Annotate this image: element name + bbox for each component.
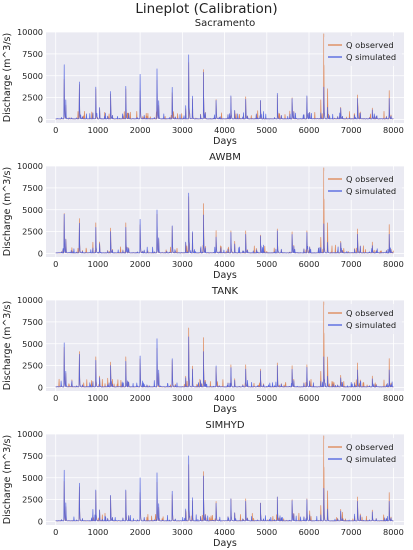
legend: Q observed Q simulated (324, 304, 402, 334)
legend-label: Q observed (346, 40, 394, 50)
x-tick-label: 0 (53, 527, 58, 537)
legend-label: Q observed (346, 308, 394, 318)
y-tick-label: 7500 (22, 49, 43, 59)
legend-label: Q simulated (346, 52, 396, 62)
y-tick-label: 7500 (22, 451, 43, 461)
x-tick-label: 3000 (172, 527, 193, 537)
y-tick-label: 5000 (22, 205, 43, 215)
x-tick-label: 5000 (256, 125, 277, 135)
x-tick-label: 0 (53, 259, 58, 269)
series-line-simulated (55, 455, 394, 522)
legend-label: Q simulated (346, 454, 396, 464)
y-tick-label: 0 (38, 249, 43, 259)
x-tick-label: 5000 (256, 259, 277, 269)
x-tick-label: 2000 (130, 527, 151, 537)
x-tick-label: 2000 (130, 259, 151, 269)
legend-box (324, 36, 402, 66)
x-tick-label: 6000 (299, 125, 320, 135)
x-tick-label: 2000 (130, 393, 151, 403)
x-tick-label: 6000 (299, 259, 320, 269)
legend: Q observed Q simulated (324, 438, 402, 468)
panel-title: SIMHYD (205, 420, 245, 431)
y-axis-label: Discharge (m^3/s) (2, 301, 13, 390)
x-tick-label: 7000 (341, 393, 362, 403)
x-tick-label: 8000 (383, 393, 404, 403)
y-axis-label: Discharge (m^3/s) (2, 167, 13, 256)
series-line-simulated (55, 336, 394, 388)
chart-panel-sacramento: Sacramento 0 2500 5000 7500 10000 0 1000 2000 300… (2, 18, 404, 147)
chart-panel-simhyd: SIMHYD 0 2500 5000 7500 10000 0 1000 2000 3000 400… (2, 420, 404, 549)
x-axis-label: Days (213, 270, 237, 281)
x-tick-label: 3000 (172, 259, 193, 269)
y-axis-label: Discharge (m^3/s) (2, 435, 13, 524)
y-axis-label: Discharge (m^3/s) (2, 33, 13, 122)
legend: Q observed Q simulated (324, 170, 402, 200)
legend-label: Q simulated (346, 320, 396, 330)
y-tick-label: 10000 (17, 429, 43, 439)
y-tick-label: 2500 (22, 93, 43, 103)
y-tick-label: 10000 (17, 295, 43, 305)
legend-box (324, 438, 402, 468)
x-tick-label: 7000 (341, 125, 362, 135)
series-line-simulated (55, 192, 394, 254)
y-tick-label: 0 (38, 115, 43, 125)
x-tick-label: 2000 (130, 125, 151, 135)
x-tick-label: 0 (53, 125, 58, 135)
y-tick-label: 5000 (22, 339, 43, 349)
legend-label: Q simulated (346, 186, 396, 196)
y-tick-label: 2500 (22, 495, 43, 505)
x-axis-label: Days (213, 404, 237, 415)
x-tick-label: 3000 (172, 393, 193, 403)
x-tick-label: 6000 (299, 527, 320, 537)
x-axis-label: Days (213, 538, 237, 549)
y-tick-label: 5000 (22, 71, 43, 81)
legend-label: Q observed (346, 442, 394, 452)
x-tick-label: 1000 (88, 393, 109, 403)
legend-box (324, 170, 402, 200)
x-tick-label: 5000 (256, 393, 277, 403)
y-tick-label: 7500 (22, 317, 43, 327)
x-axis-label: Days (213, 136, 237, 147)
x-tick-label: 0 (53, 393, 58, 403)
x-tick-label: 8000 (383, 125, 404, 135)
x-tick-label: 6000 (299, 393, 320, 403)
x-tick-label: 5000 (256, 527, 277, 537)
y-tick-label: 2500 (22, 227, 43, 237)
legend: Q observed Q simulated (324, 36, 402, 66)
y-tick-label: 7500 (22, 183, 43, 193)
x-tick-label: 4000 (214, 125, 235, 135)
x-tick-label: 8000 (383, 259, 404, 269)
panel-title: AWBM (209, 152, 241, 163)
x-tick-label: 1000 (88, 527, 109, 537)
x-tick-label: 7000 (341, 259, 362, 269)
panel-title: Sacramento (195, 18, 255, 29)
x-tick-label: 7000 (341, 527, 362, 537)
y-tick-label: 0 (38, 517, 43, 527)
figure-title: Lineplot (Calibration) (135, 1, 278, 17)
y-tick-label: 10000 (17, 161, 43, 171)
x-tick-label: 3000 (172, 125, 193, 135)
x-tick-label: 4000 (214, 259, 235, 269)
legend-box (324, 304, 402, 334)
x-tick-label: 4000 (214, 527, 235, 537)
y-tick-label: 2500 (22, 361, 43, 371)
chart-panel-awbm: AWBM 0 2500 5000 7500 10000 0 1000 2000 3000 4000 5… (2, 152, 404, 281)
x-tick-label: 4000 (214, 393, 235, 403)
x-tick-label: 1000 (88, 259, 109, 269)
legend-label: Q observed (346, 174, 394, 184)
x-tick-label: 1000 (88, 125, 109, 135)
y-tick-label: 0 (38, 383, 43, 393)
x-tick-label: 8000 (383, 527, 404, 537)
y-tick-label: 5000 (22, 473, 43, 483)
y-tick-label: 10000 (17, 27, 43, 37)
chart-panel-tank: TANK 0 2500 5000 7500 10000 0 1000 2000 3000 4000 5… (2, 286, 404, 415)
panel-title: TANK (211, 286, 239, 297)
series-line-simulated (55, 54, 394, 120)
